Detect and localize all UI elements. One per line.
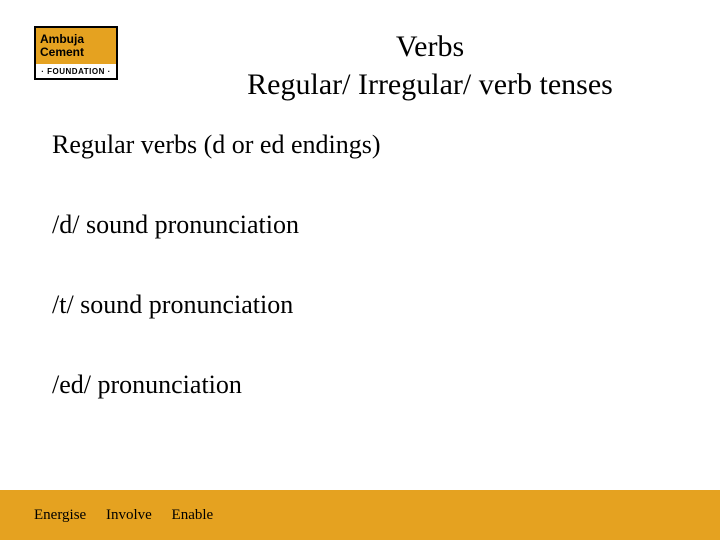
logo-text-line2: Cement xyxy=(40,46,116,59)
logo-foundation-text: · FOUNDATION · xyxy=(41,67,111,76)
logo-top: Ambuja Cement xyxy=(36,28,116,64)
footer-word-1: Involve xyxy=(106,507,152,523)
slide-body: Regular verbs (d or ed endings) /d/ soun… xyxy=(52,130,680,450)
body-item-1: /d/ sound pronunciation xyxy=(52,210,680,240)
footer-word-0: Energise xyxy=(34,507,86,523)
title-line-2: Regular/ Irregular/ verb tenses xyxy=(180,66,680,104)
brand-logo: Ambuja Cement · FOUNDATION · xyxy=(34,26,118,80)
body-item-3: /ed/ pronunciation xyxy=(52,370,680,400)
footer-text: Energise Involve Enable xyxy=(34,507,229,524)
slide: Ambuja Cement · FOUNDATION · Verbs Regul… xyxy=(0,0,720,540)
body-item-2: /t/ sound pronunciation xyxy=(52,290,680,320)
footer-word-2: Enable xyxy=(172,507,214,523)
title-line-1: Verbs xyxy=(180,28,680,66)
slide-title: Verbs Regular/ Irregular/ verb tenses xyxy=(180,28,680,103)
body-item-0: Regular verbs (d or ed endings) xyxy=(52,130,680,160)
footer-bar: Energise Involve Enable xyxy=(0,490,720,540)
logo-bottom: · FOUNDATION · xyxy=(36,64,116,78)
